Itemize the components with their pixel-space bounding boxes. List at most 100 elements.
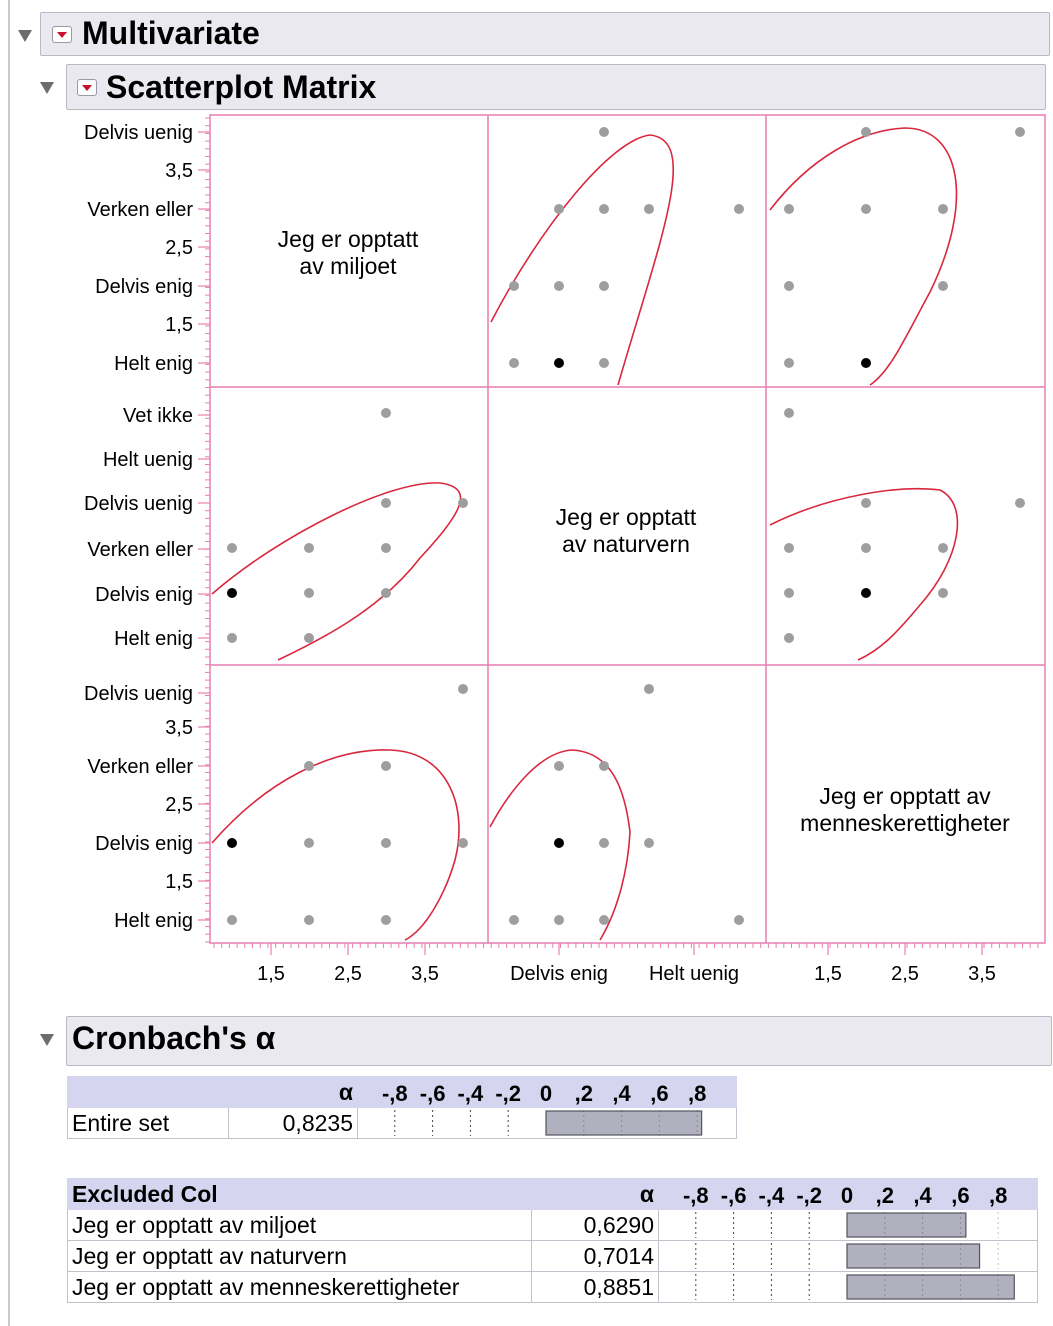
- scatter-point: [381, 543, 391, 553]
- y-tick-label: Helt enig: [114, 910, 193, 932]
- scatter-point: [458, 498, 468, 508]
- alpha-axis: -,8 -,6 -,4 -,2 0 ,2 ,4 ,6 ,8: [382, 1081, 706, 1106]
- red-triangle-menu-icon[interactable]: [52, 26, 72, 43]
- diagonal-variable-label: Jeg er opptatt av: [819, 783, 991, 809]
- excluded-col-label: Jeg er opptatt av naturvern: [67, 1240, 532, 1272]
- scatter-point: [554, 915, 564, 925]
- alpha-axis-label: ,8: [688, 1081, 706, 1106]
- x-tick-label: 3,5: [968, 963, 996, 985]
- scatter-point: [861, 204, 871, 214]
- y-tick-label: Delvis enig: [95, 276, 193, 298]
- matrix-frame: [209, 114, 1046, 944]
- scatter-point: [784, 543, 794, 553]
- excluded-col-label: Jeg er opptatt av menneskerettigheter: [67, 1271, 532, 1303]
- excluded-col-table: Excluded Col α -,8 -,6 -,4 -,2 0 ,2 ,4 ,6 ,8 Jeg…: [67, 1178, 1038, 1303]
- matrix-grid: [198, 114, 1046, 955]
- table-row[interactable]: Jeg er opptatt av menneskerettigheter 0,…: [67, 1271, 1038, 1303]
- scatter-point: [784, 358, 794, 368]
- alpha-bar-cell: [357, 1107, 737, 1139]
- cronbach-header: [66, 1016, 1052, 1066]
- scatter-point: [644, 204, 654, 214]
- y-tick-label: Vet ikke: [123, 405, 193, 427]
- scatter-point: [304, 543, 314, 553]
- scatterplot-matrix[interactable]: Delvis uenig 3,5 Verken eller 2,5 Delvis eni…: [0, 0, 1053, 1010]
- scatter-point: [1015, 498, 1025, 508]
- excluded-col-header: Excluded Col: [67, 1178, 532, 1210]
- scatter-point: [304, 633, 314, 643]
- alpha-bar: [545, 1110, 703, 1136]
- y-tick-label: 1,5: [165, 871, 193, 893]
- excluded-col-label: Jeg er opptatt av miljoet: [67, 1209, 532, 1241]
- alpha-axis-label: -,8: [683, 1183, 709, 1208]
- alpha-axis: -,8 -,6 -,4 -,2 0 ,2 ,4 ,6 ,8: [683, 1183, 1007, 1208]
- scatter-point: [938, 588, 948, 598]
- alpha-axis-label: ,8: [989, 1183, 1007, 1208]
- y-tick-label: Delvis enig: [95, 833, 193, 855]
- alpha-bar-cell: [658, 1209, 1038, 1241]
- disclosure-triangle-icon[interactable]: [18, 30, 32, 42]
- y-tick-label: Verken eller: [87, 539, 193, 561]
- table-row[interactable]: Jeg er opptatt av miljoet 0,6290: [67, 1209, 1038, 1241]
- scatter-point: [599, 204, 609, 214]
- alpha-bar-cell: [658, 1240, 1038, 1272]
- scatter-point: [381, 498, 391, 508]
- disclosure-triangle-icon[interactable]: [40, 1034, 54, 1046]
- scatterplot-matrix-title: Scatterplot Matrix: [106, 69, 377, 105]
- scatter-point: [861, 358, 871, 368]
- diagonal-variable-label: menneskerettigheter: [800, 810, 1010, 836]
- scatter-point: [509, 915, 519, 925]
- x-tick-label: 2,5: [891, 963, 919, 985]
- header-blank: [67, 1076, 229, 1108]
- table-row[interactable]: Entire set 0,8235: [67, 1107, 737, 1139]
- scatter-point: [861, 543, 871, 553]
- alpha-column-header: α: [228, 1076, 358, 1108]
- density-ellipse: [211, 482, 462, 661]
- scatter-point: [861, 498, 871, 508]
- scatter-point: [784, 281, 794, 291]
- scatter-point: [599, 838, 609, 848]
- scatter-point: [554, 838, 564, 848]
- y-tick-label: Helt uenig: [103, 449, 193, 471]
- alpha-axis-label: -,6: [721, 1183, 747, 1208]
- scatter-point: [599, 281, 609, 291]
- alpha-bar-chart: [695, 1243, 999, 1269]
- scatter-point: [554, 281, 564, 291]
- scatter-point: [381, 588, 391, 598]
- table-row[interactable]: Jeg er opptatt av naturvern 0,7014: [67, 1240, 1038, 1272]
- scatter-point: [599, 915, 609, 925]
- scatter-point: [304, 588, 314, 598]
- red-triangle-menu-icon[interactable]: [77, 79, 97, 96]
- scatter-point: [509, 281, 519, 291]
- multivariate-header: [40, 12, 1050, 56]
- scatter-point: [509, 358, 519, 368]
- scatter-point: [227, 588, 237, 598]
- alpha-axis-label: -,2: [796, 1183, 822, 1208]
- alpha-axis-header: -,8 -,6 -,4 -,2 0 ,2 ,4 ,6 ,8: [357, 1076, 737, 1108]
- scatter-point: [599, 358, 609, 368]
- scatter-point: [938, 543, 948, 553]
- scatter-point: [1015, 127, 1025, 137]
- scatter-point: [554, 204, 564, 214]
- scatter-point: [784, 204, 794, 214]
- diagonal-variable-label: av naturvern: [562, 531, 690, 557]
- y-tick-label: Helt enig: [114, 353, 193, 375]
- y-tick-label: Delvis uenig: [84, 122, 193, 144]
- multivariate-title: Multivariate: [82, 15, 260, 51]
- x-tick-label: 1,5: [814, 963, 842, 985]
- alpha-axis-label: ,6: [650, 1081, 668, 1106]
- cronbach-title: Cronbach's α: [72, 1020, 276, 1056]
- scatter-point: [381, 838, 391, 848]
- alpha-axis-label: 0: [540, 1081, 552, 1106]
- scatter-point: [381, 915, 391, 925]
- alpha-bar: [846, 1243, 981, 1269]
- density-ellipse: [211, 749, 460, 941]
- scatter-point: [861, 127, 871, 137]
- disclosure-triangle-icon[interactable]: [40, 82, 54, 94]
- density-ellipse: [769, 127, 958, 386]
- y-tick-label: 1,5: [165, 314, 193, 336]
- x-tick-label: 1,5: [257, 963, 285, 985]
- alpha-bar: [846, 1274, 1015, 1300]
- y-tick-label: Verken eller: [87, 756, 193, 778]
- diagonal-variable-label: Jeg er opptatt: [278, 226, 419, 252]
- alpha-bar-chart: [394, 1110, 703, 1136]
